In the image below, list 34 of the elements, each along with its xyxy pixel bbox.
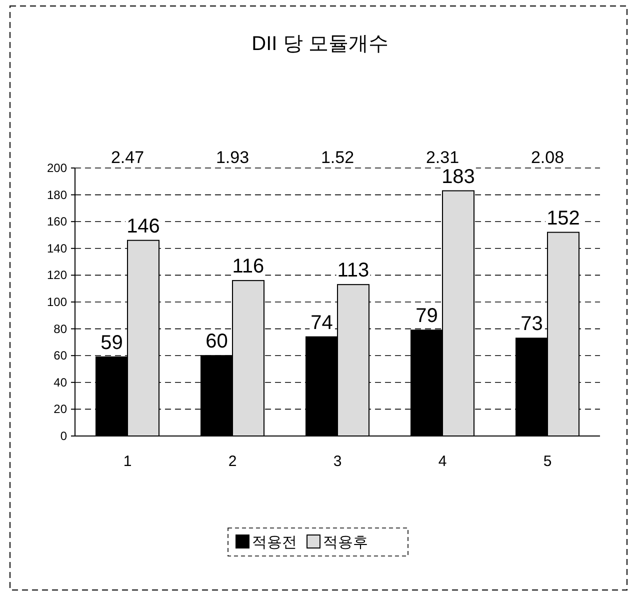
chart-title: DII 당 모듈개수 [252,33,388,55]
y-tick-label: 200 [46,161,68,175]
text: 2.31 [426,148,460,167]
data-label: 183 [442,166,475,188]
data-label: 74 [310,312,333,334]
text: 2.08 [530,148,564,167]
data-label: 60 [206,330,228,353]
y-tick-label: 80 [54,322,68,336]
y-tick-label: 0 [60,429,68,443]
data-label: 59 [100,332,123,354]
y-tick-label: 180 [46,188,68,202]
data-label: 79 [416,305,438,328]
legend-label: 적용후 [323,534,368,551]
x-tick-label: 5 [543,453,552,470]
x-tick-label: 3 [333,453,342,470]
data-label: 73 [520,313,543,336]
y-tick-label: 160 [46,214,68,229]
y-tick-label: 20 [54,402,68,416]
y-tick-label: 140 [46,241,68,256]
y-tick-label: 100 [46,295,68,309]
data-label: 116 [232,256,264,278]
data-label: 152 [546,207,580,230]
x-tick-label: 1 [123,453,132,470]
data-label: 113 [337,260,370,282]
x-tick-label: 2 [228,453,237,470]
text: 1.93 [216,148,250,167]
y-tick-label: 60 [54,348,68,363]
text: 1.52 [320,148,354,167]
legend-label: 적용전 [252,534,297,551]
x-tick-label: 4 [438,453,447,470]
data-label: 146 [126,215,160,238]
y-tick-label: 40 [54,375,68,390]
y-tick-label: 120 [46,268,68,282]
text: 2.47 [110,148,144,167]
